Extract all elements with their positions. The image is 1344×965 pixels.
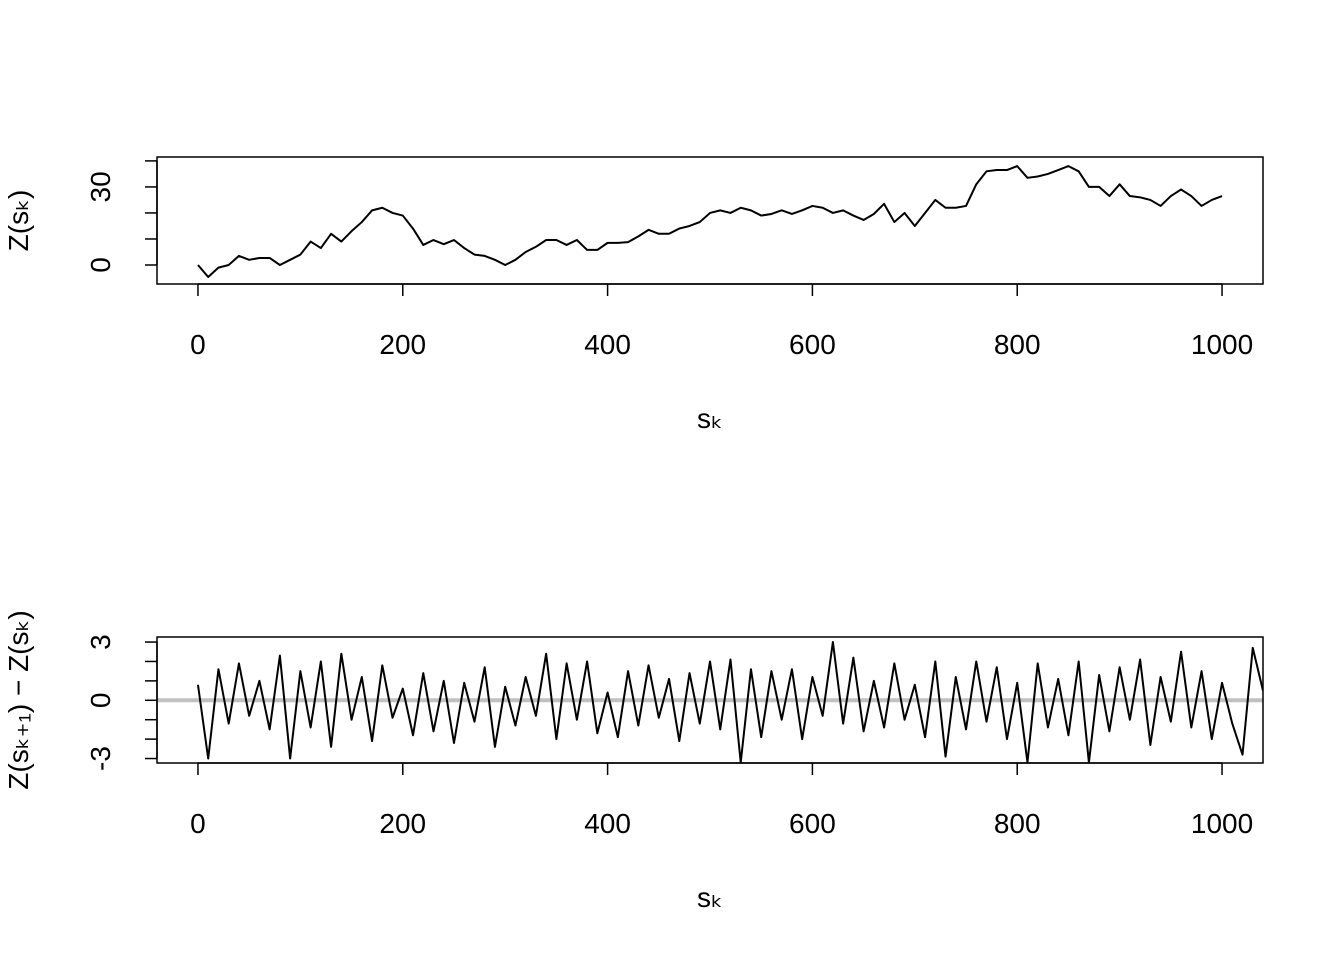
x-tick-label: 400 — [584, 329, 631, 360]
x-tick-label: 0 — [190, 329, 206, 360]
x-tick-label: 800 — [994, 808, 1041, 839]
x-axis-label: sₖ — [697, 403, 723, 434]
y-axis-label: Z(sₖ) — [3, 190, 34, 252]
y-tick-label: 3 — [85, 634, 116, 650]
x-tick-label: 0 — [190, 808, 206, 839]
data-line — [197, 165, 1223, 278]
x-tick-label: 600 — [789, 808, 836, 839]
y-tick-label: 0 — [85, 257, 116, 273]
data-line — [196, 641, 1263, 763]
x-tick-label: 1000 — [1191, 808, 1253, 839]
x-tick-label: 400 — [584, 808, 631, 839]
x-tick-label: 600 — [789, 329, 836, 360]
y-tick-label: -3 — [85, 746, 116, 771]
x-tick-label: 200 — [379, 329, 426, 360]
x-axis-label: sₖ — [697, 882, 723, 913]
y-tick-label: 30 — [85, 171, 116, 202]
x-tick-label: 800 — [994, 329, 1041, 360]
y-axis-label: Z(sₖ₊₁) − Z(sₖ) — [3, 610, 34, 789]
y-tick-label: 0 — [85, 693, 116, 709]
plot-frame — [156, 156, 1264, 285]
x-tick-label: 1000 — [1191, 329, 1253, 360]
x-tick-label: 200 — [379, 808, 426, 839]
